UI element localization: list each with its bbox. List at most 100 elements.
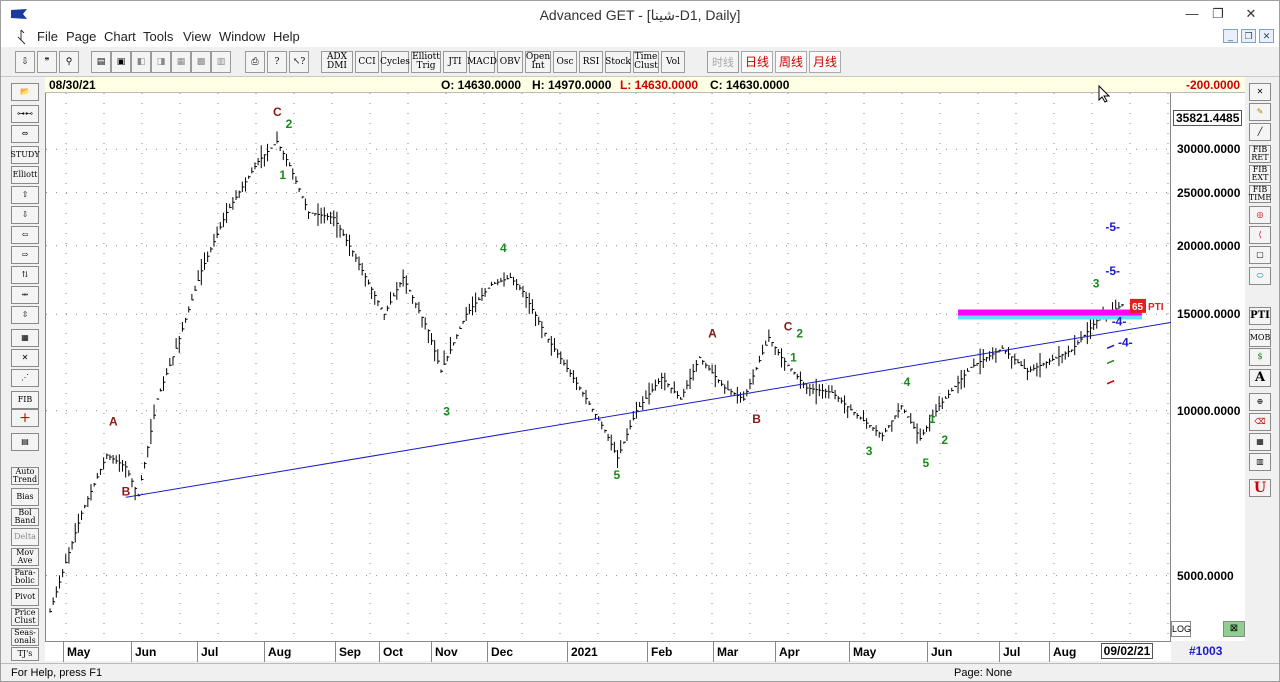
indicator-macd-button[interactable]: MACD (467, 51, 497, 73)
delta-button[interactable]: Delta (11, 528, 39, 546)
expand-y-button[interactable]: ⇳ (11, 306, 39, 324)
indicator-osc-button[interactable]: Osc (553, 51, 577, 73)
auto-trend-button[interactable]: Auto Trend (11, 467, 39, 485)
indicator-rsi-button[interactable]: RSI (579, 51, 603, 73)
context-help-button[interactable]: ↖? (289, 51, 309, 73)
indicator-stoch-button[interactable]: Stock (605, 51, 631, 73)
ellipse-tool-button[interactable]: ⬭ (1249, 267, 1271, 285)
delete-page-button[interactable]: ▩ (191, 51, 211, 73)
fib-button[interactable]: FIB (11, 391, 39, 409)
quote-tool-button[interactable]: ❞ (37, 51, 57, 73)
undo-button[interactable]: U (1249, 479, 1271, 497)
maximize-button[interactable]: ❐ (1212, 6, 1224, 21)
timeframe-week-button[interactable]: 周线 (775, 51, 807, 73)
open-folder-button[interactable]: 📂 (11, 83, 39, 101)
indicator-obv-button[interactable]: OBV (497, 51, 523, 73)
arrow-right-button[interactable]: ⇨ (11, 246, 39, 264)
minimize-button[interactable]: — (1185, 6, 1199, 21)
study-button[interactable]: STUDY (10, 146, 40, 164)
layout-button[interactable]: ▥ (1249, 453, 1271, 471)
prev-page-button[interactable]: ◧ (131, 51, 151, 73)
menu-window[interactable]: Window (219, 29, 266, 44)
menu-view[interactable]: View (183, 29, 211, 44)
grid-button[interactable]: ▦ (11, 329, 39, 347)
dollar-button[interactable]: $ (1249, 348, 1271, 366)
tjs-button[interactable]: TJ's (11, 647, 39, 661)
indicator-jti-button[interactable]: JTI (443, 51, 467, 73)
tile-page-button[interactable]: ▥ (211, 51, 231, 73)
pencil-button[interactable]: ✎ (1249, 103, 1271, 121)
mdi-close-button[interactable]: ✕ (1259, 29, 1274, 43)
arrow-down-button[interactable]: ⇩ (11, 206, 39, 224)
parabolic-button[interactable]: Para- bolic (11, 568, 39, 586)
mob-button[interactable]: MOB (1249, 329, 1271, 347)
month-label: Sep (339, 645, 362, 659)
wave-label-14: 3 (866, 444, 873, 458)
mov-ave-button[interactable]: Mov Ave (11, 548, 39, 566)
indicator-cci-button[interactable]: CCI (355, 51, 379, 73)
indicator-time-clust-button[interactable]: Time Clust (633, 51, 659, 73)
arrow-left-button[interactable]: ⇦ (11, 226, 39, 244)
pti-button[interactable]: PTI (1249, 307, 1271, 325)
price-chart[interactable]: 65 PTI C 2 1 A B 4 3 5 A B C 2 1 4 3 1 2 5 3 -5- -5- -4- -4- (45, 93, 1173, 641)
pointer-tool-button[interactable]: ⇩ (15, 51, 35, 73)
lines-button[interactable]: ✕ (11, 349, 39, 367)
help-button[interactable]: ? (267, 51, 287, 73)
close-button[interactable]: ✕ (1245, 6, 1257, 21)
grid-small-button[interactable]: ▦ (1249, 433, 1271, 451)
price-clust-button[interactable]: Price Clust (11, 608, 39, 626)
menu-page[interactable]: Page (66, 29, 97, 44)
main-toolbar: ⇩ ❞ ⚲ ▤ ▣ ◧ ◨ ▦ ▩ ▥ ⎙ ? ↖? ADX DMI CCI Cyc… (1, 47, 1279, 77)
title-bar[interactable]: Advanced GET - [شينا-D1, Daily] — ❐ ✕ (1, 1, 1279, 27)
bol-band-button[interactable]: Bol Band (11, 508, 39, 526)
copy-page-button[interactable]: ▣ (111, 51, 131, 73)
indicator-vol-button[interactable]: Vol (661, 51, 685, 73)
circle-tool-button[interactable]: ◎ (1249, 206, 1271, 224)
text-tool-button[interactable]: A (1249, 369, 1271, 387)
zoom-in-button[interactable]: ⊕ (1249, 393, 1271, 411)
timeframe-day-button[interactable]: 日线 (741, 51, 773, 73)
month-tick (567, 642, 568, 662)
mdi-minimize-button[interactable]: _ (1223, 29, 1238, 43)
timeframe-month-button[interactable]: 月线 (809, 51, 841, 73)
expand-x-button[interactable]: ⇹ (11, 286, 39, 304)
mdi-restore-button[interactable]: ❐ (1241, 29, 1256, 43)
fan-tool-button[interactable]: ⟨ (1249, 226, 1271, 244)
timeframe-hour-button[interactable]: 时线 (707, 51, 739, 73)
axis-zoom-button[interactable]: ⊠ (1223, 621, 1245, 637)
menu-chart[interactable]: Chart (104, 29, 136, 44)
gann-button[interactable]: ⋰ (11, 369, 39, 387)
mouse-cursor-icon (1098, 85, 1110, 103)
log-scale-button[interactable]: LOG (1171, 621, 1191, 637)
fib-ret-button[interactable]: FIB RET (1249, 145, 1271, 163)
bias-button[interactable]: Bias (11, 488, 39, 506)
menu-file[interactable]: File (37, 29, 58, 44)
new-page-button[interactable]: ▤ (91, 51, 111, 73)
seasonals-button[interactable]: Seas- onals (11, 628, 39, 646)
compress-button[interactable]: ⇅ (11, 266, 39, 284)
print-button[interactable]: ⎙ (245, 51, 265, 73)
menu-help[interactable]: Help (273, 29, 300, 44)
elliott-button[interactable]: Elliott (11, 166, 39, 184)
indicator-elliott-trig-button[interactable]: Elliott Trig (411, 51, 441, 73)
templates-button[interactable]: ▤ (11, 433, 39, 451)
indicator-open-int-button[interactable]: Open Int (525, 51, 551, 73)
fib-ext-button[interactable]: FIB EXT (1249, 165, 1271, 183)
box-tool-button[interactable]: ▢ (1249, 246, 1271, 264)
indicator-adx-button[interactable]: ADX DMI (321, 51, 353, 73)
crosshair-button[interactable]: + (11, 409, 39, 427)
pivot-button[interactable]: Pivot (11, 588, 39, 606)
eraser-button[interactable]: ⌫ (1249, 413, 1271, 431)
zoom-search-button[interactable]: ⚲ (59, 51, 79, 73)
menu-tools[interactable]: Tools (143, 29, 174, 44)
line-tool-button[interactable]: ╱ (1249, 123, 1271, 141)
arrow-up-button[interactable]: ⇧ (11, 186, 39, 204)
page-list-button[interactable]: ▦ (171, 51, 191, 73)
fib-time-button[interactable]: FIB TIME (1248, 185, 1272, 203)
next-page-button[interactable]: ◨ (151, 51, 171, 73)
reset-button[interactable]: ⇔ (11, 125, 39, 143)
chart-style-button[interactable]: ⊶⊷ (11, 105, 39, 123)
close-x-button[interactable]: ✕ (1249, 83, 1271, 101)
indicator-cycles-button[interactable]: Cycles (380, 51, 410, 73)
